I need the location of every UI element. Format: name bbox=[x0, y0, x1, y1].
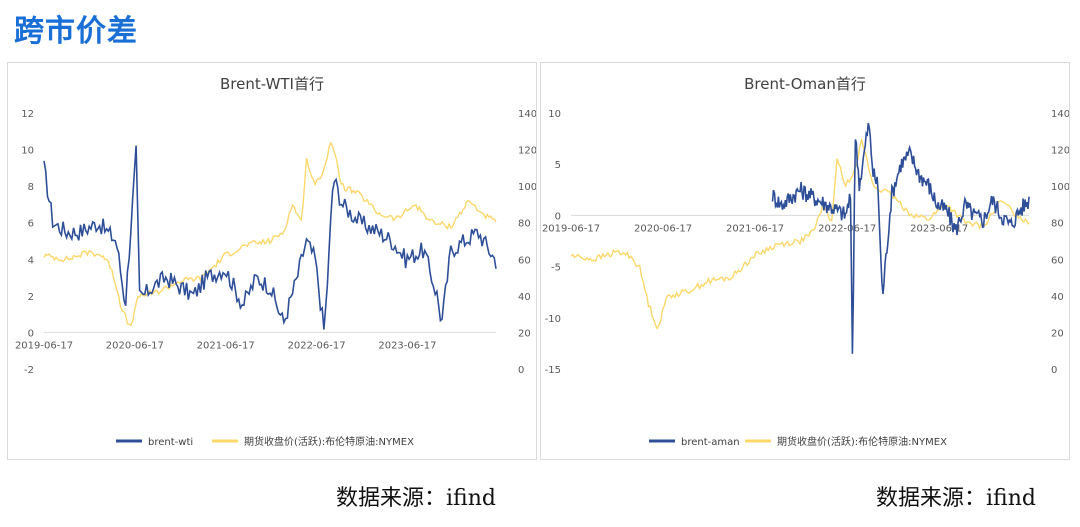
x-tick-label: 2020-06-17 bbox=[634, 223, 692, 234]
chart-title: Brent-WTI首行 bbox=[220, 75, 324, 93]
y-right-tick-label: 100 bbox=[1051, 182, 1069, 193]
x-tick-label: 2021-06-17 bbox=[197, 340, 255, 351]
x-tick-label: 2019-06-17 bbox=[15, 340, 73, 351]
y-right-tick-label: 80 bbox=[1051, 219, 1064, 230]
y-left-tick-label: 8 bbox=[28, 182, 34, 193]
y-left-tick-label: 2 bbox=[28, 292, 34, 303]
brent-wti-chart-panel: Brent-WTI首行 -2 0 2 4 6 8 10 12 0 20 40 60 80 100 120 140… bbox=[7, 62, 537, 460]
x-tick-label: 2022-06-17 bbox=[287, 340, 345, 351]
y-right-tick-label: 120 bbox=[1051, 146, 1069, 157]
y-right-tick-label: 140 bbox=[518, 109, 536, 120]
y-left-tick-label: 6 bbox=[28, 219, 34, 230]
page-title: 跨市价差 bbox=[14, 14, 138, 49]
y-left-tick-label: -15 bbox=[545, 365, 561, 376]
y-right-tick-label: 0 bbox=[1051, 365, 1057, 376]
x-tick-label: 2022-06-17 bbox=[818, 223, 876, 234]
y-right-tick-label: 40 bbox=[518, 292, 531, 303]
y-left-tick-label: -5 bbox=[551, 263, 561, 274]
x-tick-label: 2021-06-17 bbox=[726, 223, 784, 234]
brent-wti-chart: Brent-WTI首行-2024681012020406080100120140… bbox=[15, 75, 536, 448]
legend-label-1: 期货收盘价(活跃):布伦特原油:NYMEX bbox=[244, 435, 414, 448]
x-tick-label: 2020-06-17 bbox=[106, 340, 164, 351]
y-right-tick-label: 60 bbox=[518, 255, 531, 266]
brent-oman-chart-panel: Brent-Oman首行 -15 -10 -5 0 5 10 0 20 40 60 80 100 120 1… bbox=[540, 62, 1070, 460]
y-right-tick-label: 60 bbox=[1051, 255, 1064, 266]
x-tick-label: 2023-06-17 bbox=[378, 340, 436, 351]
y-left-tick-label: 12 bbox=[21, 109, 34, 120]
legend-label-1: 期货收盘价(活跃):布伦特原油:NYMEX bbox=[777, 435, 947, 448]
y-right-tick-label: 80 bbox=[518, 219, 531, 230]
source-note-left: 数据来源：ifind bbox=[336, 486, 496, 511]
y-right-tick-label: 40 bbox=[1051, 292, 1064, 303]
y-right-tick-label: 20 bbox=[1051, 328, 1064, 339]
y-left-tick-label: 0 bbox=[555, 211, 561, 222]
series-line-0 bbox=[43, 145, 497, 330]
y-right-tick-label: 120 bbox=[518, 146, 536, 157]
chart-title: Brent-Oman首行 bbox=[744, 75, 866, 93]
series-line-1 bbox=[43, 141, 497, 327]
y-left-tick-label: 0 bbox=[28, 328, 34, 339]
y-right-tick-label: 100 bbox=[518, 182, 536, 193]
y-right-tick-label: 20 bbox=[518, 328, 531, 339]
series-line-1 bbox=[570, 139, 1030, 330]
y-left-tick-label: 4 bbox=[28, 255, 34, 266]
y-left-tick-label: 5 bbox=[555, 160, 561, 171]
legend-label-0: brent-aman bbox=[681, 437, 740, 448]
y-left-tick-label: 10 bbox=[548, 109, 561, 120]
y-left-tick-label: -10 bbox=[545, 314, 561, 325]
y-right-tick-label: 0 bbox=[518, 365, 524, 376]
y-left-tick-label: 10 bbox=[21, 146, 34, 157]
y-left-tick-label: -2 bbox=[24, 365, 34, 376]
y-right-tick-label: 140 bbox=[1051, 109, 1069, 120]
legend-label-0: brent-wti bbox=[148, 437, 193, 448]
brent-oman-chart: Brent-Oman首行-15-10-505100204060801001201… bbox=[542, 75, 1069, 448]
source-note-right: 数据来源：ifind bbox=[876, 486, 1036, 511]
series-line-0 bbox=[771, 122, 1030, 354]
x-tick-label: 2019-06-17 bbox=[542, 223, 600, 234]
x-tick-label: 2023-06-17 bbox=[910, 223, 968, 234]
